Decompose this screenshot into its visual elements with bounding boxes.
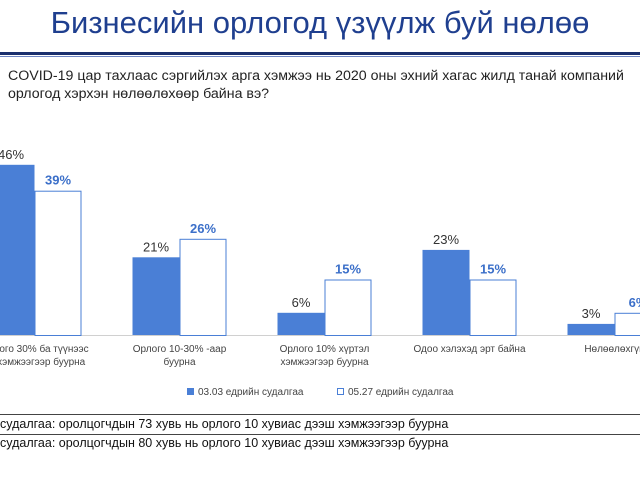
bar-series2-4: [614, 312, 640, 337]
bar-series2-1: [179, 238, 227, 336]
data-label-s2-3: 15%: [480, 262, 506, 277]
bar-series1-3: [422, 249, 470, 335]
data-label-s2-0: 39%: [45, 173, 71, 188]
data-label-s1-3: 23%: [433, 232, 459, 247]
legend-swatch-2: [337, 388, 344, 395]
data-label-s1-4: 3%: [582, 306, 601, 321]
bar-series2-3: [469, 279, 517, 336]
survey-question: COVID-19 цар тахлаас сэргийлэх арга хэмж…: [8, 68, 624, 102]
page-title: Бизнесийн орлогод үзүүлж буй нөлөө: [50, 5, 590, 40]
bar-series2-2: [324, 279, 372, 336]
data-label-s2-4: 6%: [629, 295, 640, 310]
survey-note-2: судалгаа: оролцогчдын 80 хувь нь орлого …: [0, 436, 449, 450]
category-label-1-1: буурна: [163, 356, 195, 368]
data-label-s1-2: 6%: [292, 295, 311, 310]
category-label-4-0: Нөлөөлөхгүй: [584, 344, 640, 355]
bar-series1-1: [132, 257, 180, 335]
category-label-3-0: Одоо хэлэхэд эрт байна: [413, 343, 525, 355]
legend-label-2: 05.27 едрийн судалгаа: [348, 387, 454, 398]
data-label-s1-1: 21%: [143, 239, 169, 254]
bar-chart: 46% 39% Орлого 30% ба түүнээсих хэмжээгээр…: [0, 147, 640, 398]
bar-series1-2: [277, 312, 325, 335]
category-label-2-1: хэмжээгээр буурна: [280, 356, 369, 368]
title-underline-thin: [0, 56, 640, 57]
legend-swatch-1: [187, 388, 194, 395]
bar-series1-4: [567, 323, 615, 335]
bar-series1-0: [0, 164, 35, 335]
survey-note-1: судалгаа: оролцогчдын 73 хувь нь орлого …: [0, 414, 640, 435]
title-underline: [0, 52, 640, 55]
category-label-0-0: Орлого 30% ба түүнээс: [0, 343, 89, 355]
data-label-s2-2: 15%: [335, 262, 361, 277]
bar-series2-0: [34, 190, 82, 336]
category-label-1-0: Орлого 10-30% -аар: [133, 344, 227, 355]
category-label-2-0: Орлого 10% хүртэл: [280, 344, 370, 355]
data-label-s1-0: 46%: [0, 147, 24, 162]
legend-label-1: 03.03 едрийн судалгаа: [198, 387, 304, 398]
category-label-0-1: их хэмжээгээр буурна: [0, 356, 86, 368]
data-label-s2-1: 26%: [190, 221, 216, 236]
